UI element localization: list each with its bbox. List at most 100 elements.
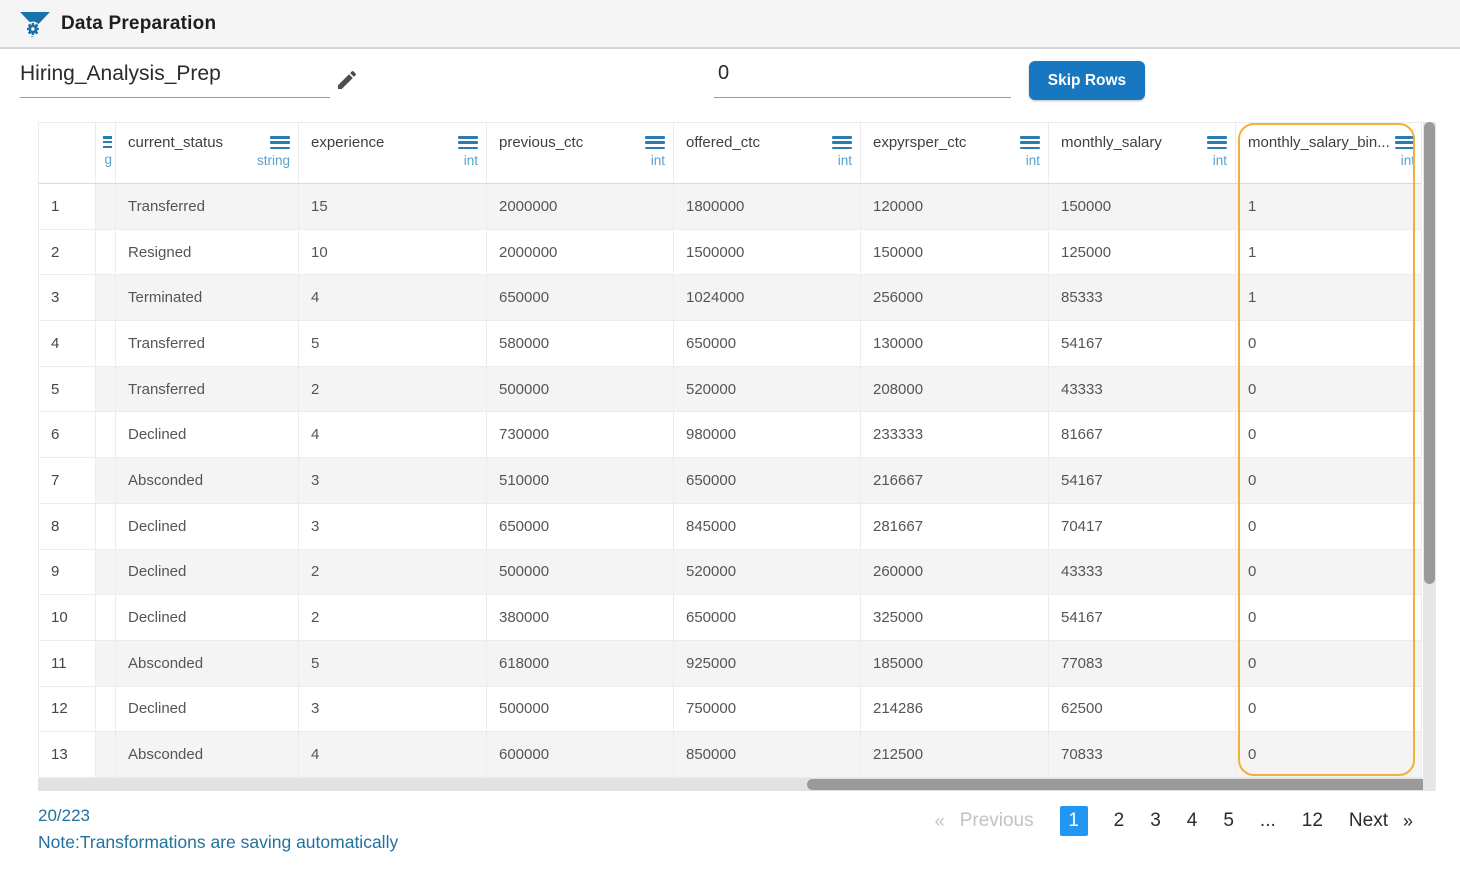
- table-row: 10 Declined 2 380000 650000 325000 54167…: [39, 595, 1421, 641]
- page-title: Data Preparation: [61, 12, 217, 34]
- column-name: expyrsper_ctc: [873, 134, 967, 151]
- table-row: 6 Declined 4 730000 980000 233333 81667 …: [39, 412, 1421, 459]
- vertical-scrollbar-thumb[interactable]: [1424, 122, 1435, 584]
- vertical-scrollbar[interactable]: [1423, 122, 1436, 790]
- cell-previous-ctc: 618000: [487, 640, 674, 686]
- cell-monthly-salary: 70417: [1049, 503, 1236, 549]
- table-row: 5 Transferred 2 500000 520000 208000 433…: [39, 366, 1421, 413]
- column-header-offered-ctc[interactable]: offered_ctc int: [674, 123, 861, 183]
- cell-monthly-salary: 54167: [1049, 595, 1236, 640]
- cell-previous-ctc: 2000000: [487, 229, 674, 275]
- cell-current-status: Resigned: [116, 229, 299, 275]
- column-header-current-status[interactable]: current_status string: [116, 123, 299, 183]
- cell-previous-ctc: 2000000: [487, 184, 674, 229]
- column-menu-icon[interactable]: [1207, 136, 1227, 149]
- cell-monthly-salary: 150000: [1049, 184, 1236, 229]
- cell-monthly-salary: 77083: [1049, 640, 1236, 686]
- cell-monthly-salary: 54167: [1049, 458, 1236, 503]
- edit-name-button[interactable]: [334, 68, 360, 94]
- pagination-page-5[interactable]: 5: [1223, 810, 1234, 831]
- cell-previous-ctc: 600000: [487, 732, 674, 777]
- cell-monthly-salary-bin: 0: [1248, 380, 1257, 398]
- table-row: 11 Absconded 5 618000 925000 185000 7708…: [39, 640, 1421, 687]
- column-menu-icon[interactable]: [103, 136, 112, 148]
- row-number-cell: 6: [39, 412, 96, 458]
- cell-expyrsper-ctc: 214286: [861, 686, 1049, 732]
- cell-previous-ctc: 730000: [487, 412, 674, 458]
- cell-monthly-salary: 70833: [1049, 732, 1236, 777]
- skip-rows-input[interactable]: 0: [714, 62, 1011, 98]
- cell-expyrsper-ctc: 233333: [861, 412, 1049, 458]
- column-menu-icon[interactable]: [270, 136, 290, 149]
- row-number-cell: 11: [39, 640, 96, 686]
- pagination-prev-button[interactable]: Previous: [959, 810, 1034, 831]
- cell-expyrsper-ctc: 120000: [861, 184, 1049, 229]
- cell-experience: 3: [299, 686, 487, 732]
- cell-monthly-salary-bin: 0: [1248, 654, 1257, 672]
- column-type: int: [1025, 153, 1040, 168]
- column-header-expyrsper-ctc[interactable]: expyrsper_ctc int: [861, 123, 1049, 183]
- column-menu-icon[interactable]: [458, 136, 478, 149]
- truncated-column-cell: [96, 412, 116, 458]
- horizontal-scrollbar[interactable]: [38, 778, 1435, 791]
- cell-expyrsper-ctc: 260000: [861, 549, 1049, 595]
- app-bar: Data Preparation: [0, 0, 1460, 49]
- pagination-next-arrow[interactable]: »: [1402, 810, 1413, 831]
- cell-monthly-salary-bin: 0: [1248, 609, 1257, 627]
- row-number-cell: 7: [39, 458, 96, 503]
- skip-rows-button[interactable]: Skip Rows: [1029, 61, 1145, 100]
- column-header-monthly-salary-bin[interactable]: monthly_salary_bin... int: [1236, 123, 1423, 183]
- column-header-previous-ctc[interactable]: previous_ctc int: [487, 123, 674, 183]
- cell-monthly-salary-bin: 0: [1248, 334, 1257, 352]
- pagination-page-12[interactable]: 12: [1301, 810, 1323, 831]
- table-row: 7 Absconded 3 510000 650000 216667 54167…: [39, 458, 1421, 504]
- cell-previous-ctc: 510000: [487, 458, 674, 503]
- cell-monthly-salary-bin: 0: [1248, 471, 1257, 489]
- truncated-column-cell: [96, 458, 116, 503]
- cell-current-status: Declined: [116, 412, 299, 458]
- column-name: offered_ctc: [686, 134, 760, 151]
- pagination-prev-arrow[interactable]: «: [934, 810, 945, 831]
- column-menu-icon[interactable]: [645, 136, 665, 149]
- column-menu-icon[interactable]: [1395, 136, 1415, 149]
- pagination-page-4[interactable]: 4: [1186, 810, 1198, 831]
- dataset-name-input[interactable]: Hiring_Analysis_Prep: [20, 62, 330, 98]
- autosave-note: Note:Transformations are saving automati…: [38, 832, 399, 852]
- cell-monthly-salary-bin: 0: [1248, 563, 1257, 581]
- column-header-monthly-salary[interactable]: monthly_salary int: [1049, 123, 1236, 183]
- cell-monthly-salary-bin: 0: [1248, 700, 1257, 718]
- truncated-column-cell: [96, 321, 116, 366]
- table-row: 4 Transferred 5 580000 650000 130000 541…: [39, 321, 1421, 367]
- pagination-next-button[interactable]: Next: [1348, 810, 1388, 831]
- pagination-page-3[interactable]: 3: [1150, 810, 1161, 831]
- cell-current-status: Transferred: [116, 366, 299, 412]
- cell-monthly-salary-bin: 0: [1248, 517, 1257, 535]
- pagination-page-1[interactable]: 1: [1059, 806, 1088, 836]
- cell-current-status: Declined: [116, 503, 299, 549]
- pagination-page-2[interactable]: 2: [1113, 810, 1125, 831]
- table-row: 12 Declined 3 500000 750000 214286 62500…: [39, 686, 1421, 733]
- truncated-column-cell: [96, 275, 116, 321]
- column-menu-icon[interactable]: [832, 136, 852, 149]
- horizontal-scrollbar-thumb[interactable]: [807, 779, 1434, 790]
- row-number-cell: 3: [39, 275, 96, 321]
- cell-monthly-salary-bin: 1: [1248, 289, 1257, 307]
- column-header-experience[interactable]: experience int: [299, 123, 487, 183]
- column-menu-icon[interactable]: [1020, 136, 1040, 149]
- cell-previous-ctc: 500000: [487, 549, 674, 595]
- skip-rows-value: 0: [718, 62, 730, 84]
- row-number-cell: 5: [39, 366, 96, 412]
- pagination-ellipsis[interactable]: ...: [1259, 810, 1276, 831]
- truncated-column-cell: [96, 549, 116, 595]
- row-number-cell: 9: [39, 549, 96, 595]
- cell-monthly-salary-bin: 1: [1248, 197, 1257, 215]
- column-name: current_status: [128, 134, 224, 151]
- data-table: g current_status string experience int p…: [38, 122, 1422, 778]
- cell-offered-ctc: 650000: [674, 595, 861, 640]
- cell-offered-ctc: 750000: [674, 686, 861, 732]
- cell-offered-ctc: 520000: [674, 549, 861, 595]
- cell-expyrsper-ctc: 212500: [861, 732, 1049, 777]
- cell-expyrsper-ctc: 185000: [861, 640, 1049, 686]
- cell-expyrsper-ctc: 256000: [861, 275, 1049, 321]
